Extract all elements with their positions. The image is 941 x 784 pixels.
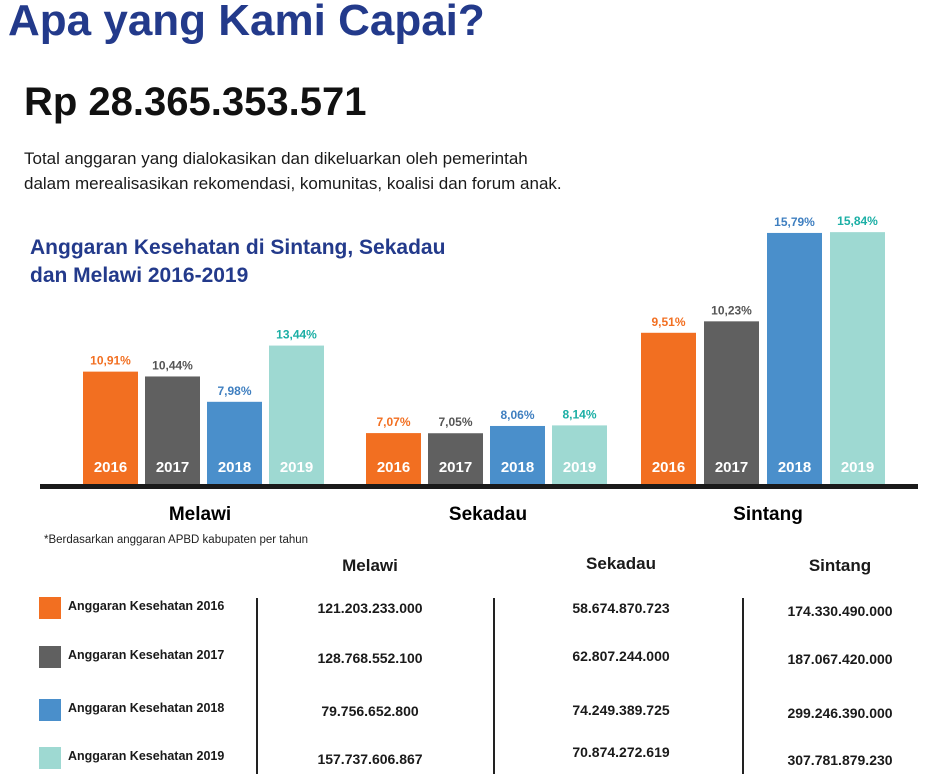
bar-chart: 10,91% 2016 7,07% 2016 9,51% 2016 10,44% 2017 7,… [40, 214, 918, 525]
category-label: Sekadau [449, 504, 527, 525]
bar-year-label: 2019 [563, 459, 596, 476]
footnote: *Berdasarkan anggaran APBD kabupaten per… [44, 534, 309, 546]
description-line: Total anggaran yang dialokasikan dan dik… [24, 149, 528, 168]
table-row-label: Anggaran Kesehatan 2019 [68, 749, 225, 763]
table-row-label: Anggaran Kesehatan 2018 [68, 701, 225, 715]
table-cell: 299.246.390.000 [787, 705, 893, 721]
total-amount: Rp 28.365.353.571 [24, 80, 367, 124]
bar-value-label: 15,84% [837, 214, 878, 228]
bar-value-label: 8,06% [500, 408, 534, 422]
divider [742, 598, 744, 774]
table-header-melawi: Melawi [342, 556, 398, 575]
bar-value-label: 10,44% [152, 358, 193, 372]
divider [256, 598, 258, 774]
bar-year-label: 2017 [715, 459, 748, 476]
table-cell: 187.067.420.000 [787, 651, 893, 667]
x-axis-baseline [40, 484, 918, 489]
bar-melawi-2018 [207, 401, 262, 484]
bar-year-label: 2017 [156, 459, 189, 476]
bar-year-label: 2019 [280, 459, 313, 476]
description: Total anggaran yang dialokasikan dan dik… [24, 146, 664, 196]
bar-sintang-2016 [641, 332, 696, 484]
table-cell: 79.756.652.800 [321, 703, 419, 719]
chart-title-line: Anggaran Kesehatan di Sintang, Sekadau [30, 236, 446, 259]
bar-sintang-2019 [830, 232, 885, 484]
bar-year-label: 2019 [841, 459, 874, 476]
table-row-label: Anggaran Kesehatan 2016 [68, 599, 225, 613]
page-heading: Apa yang Kami Capai? [8, 0, 485, 45]
bar-value-label: 9,51% [651, 315, 685, 329]
table-cell: 74.249.389.725 [572, 702, 670, 718]
bar-year-label: 2017 [439, 459, 472, 476]
bar-value-label: 10,23% [711, 303, 752, 317]
table-cell: 174.330.490.000 [787, 603, 893, 619]
bar-year-label: 2018 [778, 459, 811, 476]
bar-year-label: 2018 [218, 459, 251, 476]
legend-swatch [39, 699, 61, 721]
category-label: Sintang [733, 504, 803, 525]
bar-year-label: 2016 [652, 459, 685, 476]
bar-sekadau-2017 [428, 433, 483, 484]
bar-sintang-2018 [767, 232, 822, 484]
bar-value-label: 8,14% [562, 407, 596, 421]
table-row-label: Anggaran Kesehatan 2017 [68, 648, 225, 662]
table-cell: 128.768.552.100 [317, 650, 423, 666]
table-header-sintang: Sintang [808, 556, 872, 575]
table-cell: 307.781.879.230 [787, 752, 893, 768]
table-cell: 70.874.272.619 [572, 744, 670, 760]
bar-value-label: 7,05% [438, 415, 472, 429]
bar-sekadau-2018 [490, 425, 545, 484]
bar-sekadau-2016 [366, 433, 421, 484]
bar-melawi-2016 [83, 371, 138, 484]
legend-swatch [39, 747, 61, 769]
bar-melawi-2017 [145, 376, 200, 484]
bar-sekadau-2019 [552, 425, 607, 484]
table-cell: 58.674.870.723 [572, 600, 670, 616]
table-cell: 121.203.233.000 [317, 600, 423, 616]
bar-year-label: 2018 [501, 459, 534, 476]
chart-title: Anggaran Kesehatan di Sintang, Sekadau d… [30, 234, 500, 290]
chart-title-line: dan Melawi 2016-2019 [30, 264, 249, 287]
table-cell: 157.737.606.867 [317, 751, 423, 767]
bar-value-label: 7,07% [376, 415, 410, 429]
bar-year-label: 2016 [94, 459, 127, 476]
legend-swatch [39, 597, 61, 619]
bar-melawi-2019 [269, 345, 324, 484]
legend-swatch [39, 646, 61, 668]
table-cell: 62.807.244.000 [572, 648, 670, 664]
description-line: dalam merealisasikan rekomendasi, komuni… [24, 174, 562, 193]
category-label: Melawi [169, 504, 231, 525]
bar-value-label: 15,79% [774, 215, 815, 229]
bar-year-label: 2016 [377, 459, 410, 476]
bar-value-label: 13,44% [276, 328, 317, 342]
divider [493, 598, 495, 774]
bar-sintang-2017 [704, 321, 759, 484]
bar-value-label: 7,98% [217, 384, 251, 398]
table-header-sekadau: Sekadau [586, 554, 656, 573]
bar-value-label: 10,91% [90, 354, 131, 368]
